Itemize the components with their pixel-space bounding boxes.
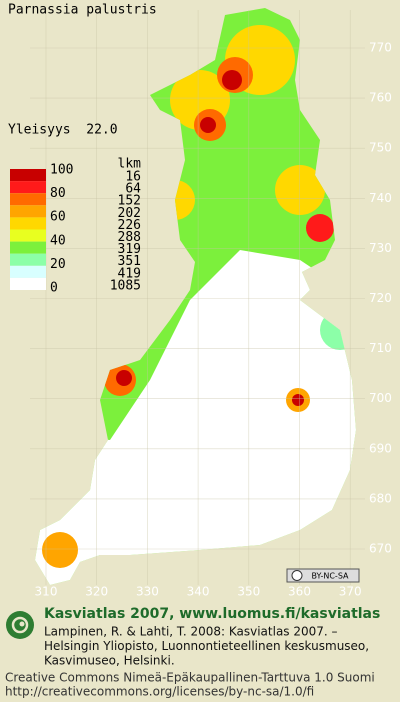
species-title: Parnassia palustris [8,3,157,18]
y-tick-label: 740 [369,191,392,205]
legend-swatch [10,193,46,206]
y-tick-label: 750 [369,141,392,155]
count-label: 226 [118,218,141,233]
citation-line: Lampinen, R. & Lahti, T. 2008: Kasviatla… [44,625,338,639]
license-badge-text: BY-NC-SA [311,572,349,581]
x-tick-label: 310 [35,585,58,599]
legend: lkm 100 80 60 40 20 0 166415220222628831935141… [10,157,141,296]
x-tick-label: 350 [237,585,260,599]
license-line: Creative Commons Nimeä-Epäkaupallinen-Ta… [5,671,375,685]
count-header: lkm [118,157,142,172]
scale-label: 100 [50,163,73,178]
citation-line: Helsingin Yliopisto, Luonnontieteellinen… [44,639,369,653]
y-tick-label: 730 [369,241,392,255]
count-label: 202 [118,206,141,221]
legend-swatch [10,277,46,290]
x-tick-label: 340 [187,585,210,599]
legend-swatch [10,229,46,242]
footer-heading: Kasviatlas 2007, www.luomus.fi/kasviatla… [44,606,380,622]
y-tick-label: 670 [369,542,392,556]
legend-swatch [10,181,46,194]
x-tick-label: 370 [339,585,362,599]
scale-label: 80 [50,186,66,201]
count-label: 64 [125,182,141,197]
y-tick-label: 710 [369,341,392,355]
frequency: Yleisyys 22.0 [8,123,118,138]
y-tick-label: 770 [369,41,392,55]
count-label: 351 [118,254,141,269]
count-label: 288 [118,230,141,245]
x-tick-label: 360 [288,585,311,599]
grid: 770 760 750 740 730 720 710 700 690 680 670 310 320 3… [30,10,392,599]
license-line: http://creativecommons.org/licenses/by-n… [5,685,314,699]
scale-label: 0 [50,281,58,296]
y-tick-label: 680 [369,491,392,505]
scale-label: 20 [50,257,66,272]
legend-swatch [10,241,46,254]
scale-label: 60 [50,210,66,225]
y-tick-label: 700 [369,391,392,405]
count-label: 16 [125,170,141,185]
count-label: 152 [118,194,141,209]
footer: Lampinen, R. & Lahti, T. 2008: Kasviatla… [5,625,375,699]
y-tick-label: 690 [369,441,392,455]
logo [6,611,34,639]
count-label: 1085 [110,278,141,293]
license-badge: BY-NC-SA [286,568,360,583]
count-label: 319 [118,242,141,257]
y-tick-label: 760 [369,91,392,105]
count-label: 419 [118,266,141,281]
citation-line: Kasvimuseo, Helsinki. [44,654,175,668]
legend-swatch [10,169,46,182]
scale-label: 40 [50,233,66,248]
y-tick-label: 720 [369,291,392,305]
legend-swatch [10,265,46,278]
legend-swatch [10,217,46,230]
legend-swatch [10,253,46,266]
legend-swatch [10,205,46,218]
x-tick-label: 320 [85,585,108,599]
x-tick-label: 330 [136,585,159,599]
